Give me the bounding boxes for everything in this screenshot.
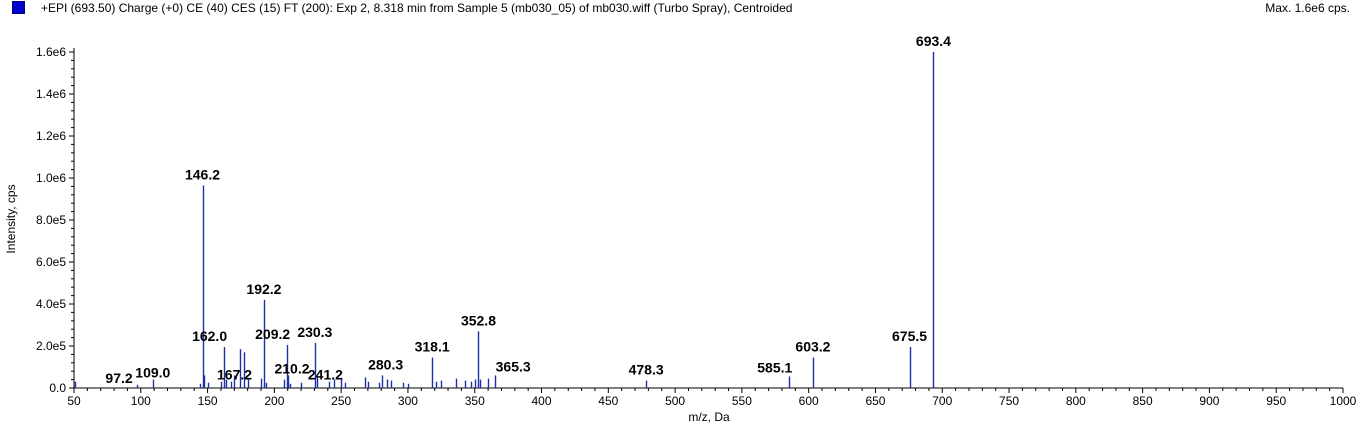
x-tick-label: 950	[1266, 394, 1286, 408]
x-tick-label: 900	[1199, 394, 1219, 408]
peak-label: 109.0	[135, 365, 170, 381]
y-tick-label: 1.6e6	[36, 45, 66, 59]
peak-label: 192.2	[246, 281, 281, 297]
y-tick-label: 0.0	[49, 381, 66, 395]
peak-label: 209.2	[255, 326, 290, 342]
x-tick-label: 750	[999, 394, 1019, 408]
peak-label: 230.3	[297, 324, 332, 340]
x-tick-label: 850	[1133, 394, 1153, 408]
peak-label: 352.8	[461, 312, 496, 328]
peak-label: 675.5	[892, 328, 927, 344]
peak-label: 365.3	[496, 358, 531, 374]
x-tick-label: 400	[532, 394, 552, 408]
x-tick-label: 800	[1066, 394, 1086, 408]
x-tick-label: 450	[598, 394, 618, 408]
peak-label: 97.2	[105, 370, 132, 386]
peak-label: 162.0	[192, 328, 227, 344]
y-tick-label: 1.2e6	[36, 129, 66, 143]
x-tick-label: 650	[865, 394, 885, 408]
y-tick-label: 1.0e6	[36, 171, 66, 185]
peak-label: 603.2	[795, 339, 830, 355]
x-axis-title: m/z, Da	[688, 410, 730, 424]
x-tick-label: 50	[67, 394, 81, 408]
peak-label: 241.2	[308, 367, 343, 383]
peak-label: 585.1	[757, 359, 792, 375]
peak-labels: 97.2 109.0146.2162.0167.2192.2209.2210.22…	[105, 33, 951, 386]
x-tick-label: 350	[465, 394, 485, 408]
y-axis-title: Intensity, cps	[4, 184, 18, 253]
peak-label: 478.3	[629, 362, 664, 378]
x-tick-label: 100	[131, 394, 151, 408]
x-tick-label: 300	[398, 394, 418, 408]
y-tick-label: 8.0e5	[36, 213, 66, 227]
peak-label: 167.2	[217, 367, 252, 383]
y-tick-label: 4.0e5	[36, 297, 66, 311]
x-tick-label: 200	[264, 394, 284, 408]
x-tick-label: 1000	[1330, 394, 1357, 408]
x-tick-label: 700	[932, 394, 952, 408]
peak-label: 210.2	[274, 360, 309, 376]
y-tick-label: 2.0e5	[36, 339, 66, 353]
y-tick-label: 1.4e6	[36, 87, 66, 101]
peak-label: 280.3	[368, 356, 403, 372]
x-tick-label: 600	[799, 394, 819, 408]
x-tick-label: 150	[198, 394, 218, 408]
peak-label: 693.4	[916, 33, 951, 49]
spectrum-title: +EPI (693.50) Charge (+0) CE (40) CES (1…	[41, 1, 793, 15]
x-tick-label: 550	[732, 394, 752, 408]
peak-label: 318.1	[415, 339, 450, 355]
y-tick-label: 6.0e5	[36, 255, 66, 269]
legend-swatch	[12, 1, 25, 14]
x-tick-label: 500	[665, 394, 685, 408]
x-tick-label: 250	[331, 394, 351, 408]
axes: 50 100 150 200 250 300 350 400 450 500 550 600 650 70…	[36, 45, 1357, 408]
peak-label: 146.2	[185, 166, 220, 182]
peaks	[74, 52, 935, 388]
max-intensity-label: Max. 1.6e6 cps.	[1265, 1, 1350, 15]
